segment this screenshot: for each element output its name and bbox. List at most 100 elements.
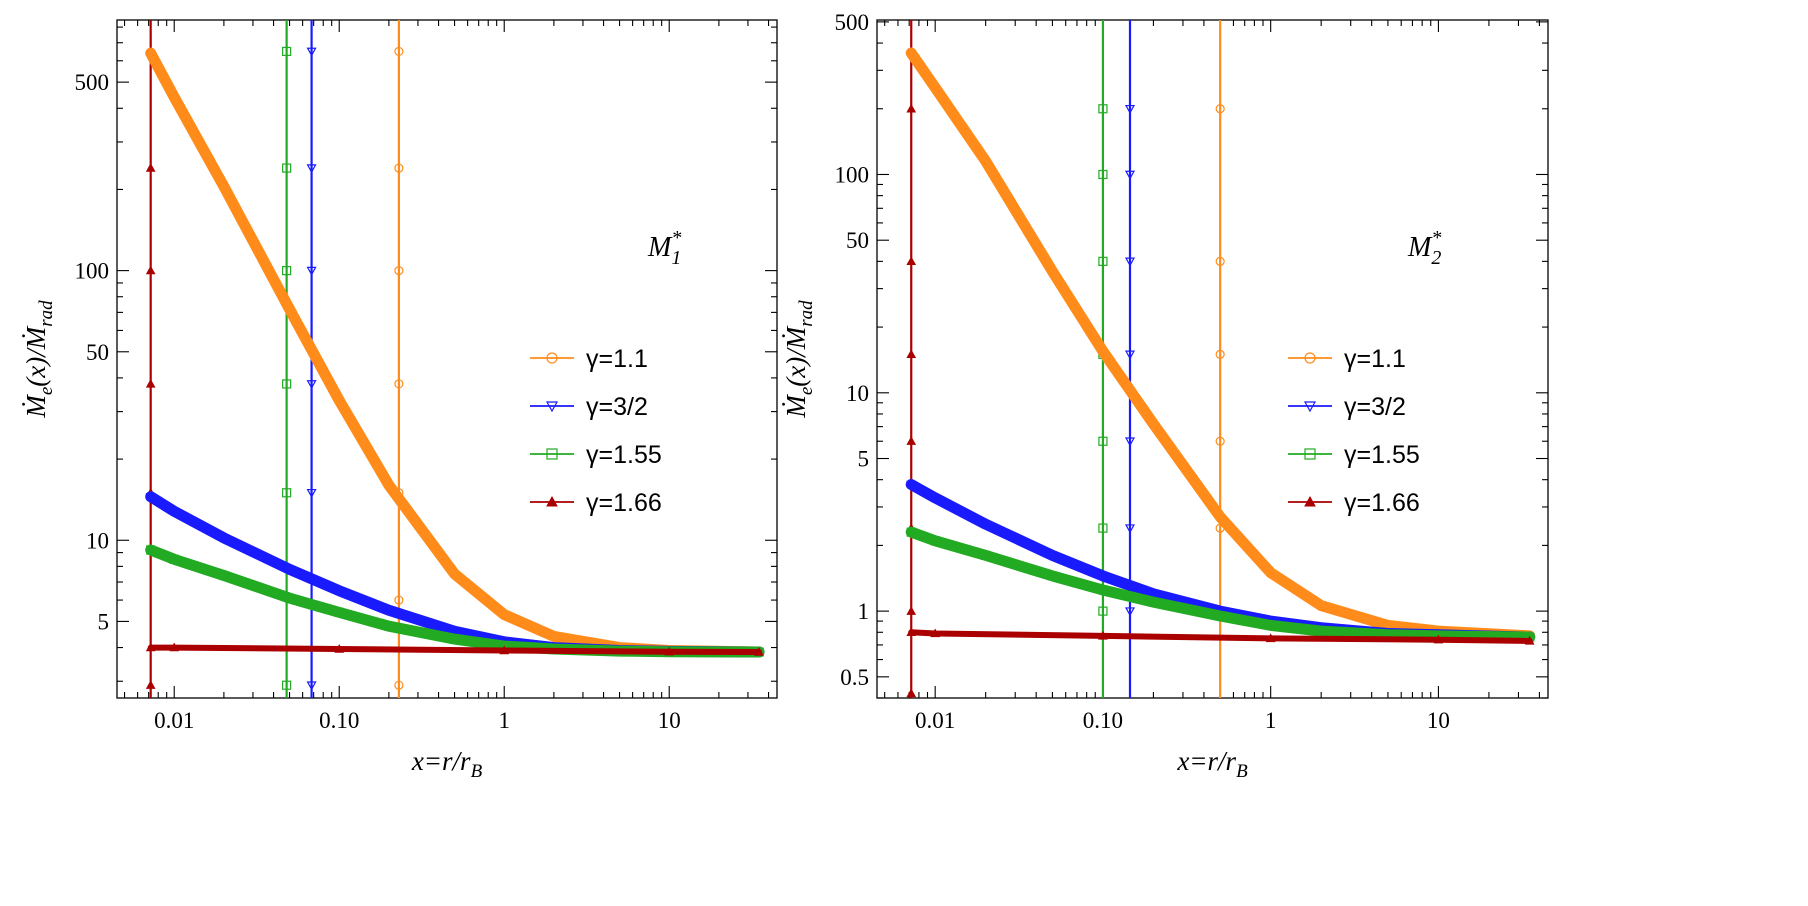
panel-annotation: M* 1 (647, 227, 681, 269)
y-tick-label: 500 (75, 70, 110, 95)
data-point-gamma_1_66 (1524, 635, 1535, 645)
y-axis-label-part: Ṁ (781, 394, 811, 419)
chart-panel-1: 0.01 0.10 1 1051050100500x=r/rBṀe(x)/ṀradM*… (21, 19, 778, 782)
vline-marker-gamma_1_55 (1098, 436, 1108, 446)
data-point-gamma_1_1 (384, 480, 394, 490)
data-point-gamma_1_66 (1265, 633, 1276, 643)
data-point-gamma_1_66 (169, 642, 180, 652)
vline-marker-gamma_1_1 (394, 595, 404, 605)
data-point-gamma_1_1 (449, 569, 460, 579)
data-point-gamma_1_55 (1047, 571, 1058, 581)
vline-marker-gamma_3_2 (306, 47, 317, 57)
y-axis-label-part: Ṁ (21, 394, 51, 419)
vline-marker-gamma_1_1 (394, 163, 404, 173)
series-line-gamma_1_1 (145, 47, 765, 658)
data-point-gamma_1_1 (334, 395, 344, 406)
data-point-gamma_1_55 (384, 621, 394, 631)
y-tick-label: 10 (86, 528, 109, 553)
y-axis-label-part: Ṁ (781, 325, 811, 350)
legend-marker-gamma_1_1 (546, 352, 558, 364)
legend-marker-gamma_1_66 (1304, 495, 1316, 507)
data-point-gamma_3_2 (1047, 551, 1058, 561)
data-point-gamma_3_2 (906, 480, 917, 490)
data-point-gamma_3_2 (218, 534, 229, 544)
series-line-gamma_1_66 (147, 644, 762, 655)
vline-marker-gamma_3_2 (1124, 170, 1136, 180)
vline-marker-gamma_1_66 (906, 103, 917, 113)
vline-marker-gamma_1_55 (282, 163, 292, 173)
data-point-gamma_3_2 (1148, 590, 1159, 600)
data-point-gamma_1_1 (499, 609, 509, 620)
y-axis-label: Ṁe(x)/Ṁrad (781, 300, 817, 419)
data-point-gamma_1_1 (1266, 568, 1276, 578)
vline-marker-gamma_1_66 (906, 688, 917, 698)
vline-marker-gamma_1_66 (906, 349, 917, 359)
data-point-gamma_1_55 (219, 570, 229, 581)
x-tick-label: 10 (1427, 708, 1450, 733)
vline-marker-gamma_1_1 (394, 379, 404, 389)
vline-marker-gamma_1_1 (1215, 436, 1225, 446)
vline-marker-gamma_3_2 (1124, 350, 1136, 360)
x-tick-label: 0.10 (319, 708, 359, 733)
y-tick-label: 50 (846, 228, 869, 253)
annotation-sup: * (1431, 227, 1441, 249)
vline-marker-gamma_1_66 (145, 378, 156, 388)
data-point-gamma_3_2 (145, 492, 156, 502)
y-tick-label: 500 (835, 10, 870, 35)
y-tick-label: 5 (98, 609, 110, 634)
vline-marker-gamma_1_55 (1098, 104, 1108, 114)
x-tick-label: 0.10 (1083, 708, 1123, 733)
data-point-gamma_1_1 (1148, 419, 1159, 429)
vline-marker-gamma_1_66 (145, 265, 156, 275)
x-axis-label-base: x=r/r (1176, 746, 1236, 776)
vline-marker-gamma_3_2 (1124, 607, 1136, 617)
data-point-gamma_1_55 (1316, 626, 1326, 636)
legend-marker-gamma_1_55 (546, 448, 558, 460)
annotation-base: M (647, 232, 673, 263)
vline-marker-gamma_1_1 (394, 680, 404, 690)
series-line-gamma_1_66 (908, 629, 1533, 644)
data-point-gamma_1_66 (664, 646, 675, 656)
data-point-gamma_1_55 (1266, 620, 1276, 631)
vline-marker-gamma_1_55 (282, 379, 292, 389)
series-line-gamma_1_1 (905, 47, 1536, 642)
plot-frame (876, 19, 1549, 699)
vline-marker-gamma_1_66 (906, 436, 917, 445)
data-point-gamma_1_1 (284, 304, 295, 314)
vline-marker-gamma_1_66 (145, 163, 156, 172)
vline-marker-gamma_1_1 (394, 46, 404, 57)
x-tick-label: 1 (1265, 708, 1277, 733)
vline-marker-gamma_3_2 (306, 164, 317, 174)
vline-marker-gamma_1_55 (1098, 606, 1108, 616)
data-point-gamma_1_66 (499, 645, 510, 655)
chart-panel-2: 0.01 0.10 1 100.5151050100500x=r/rBṀe(x)/Ṁr… (781, 10, 1549, 782)
data-point-gamma_1_55 (981, 550, 991, 560)
x-tick-label: 0.01 (915, 708, 955, 733)
vline-marker-gamma_1_1 (1215, 349, 1225, 359)
legend-label: γ=1.66 (1344, 489, 1420, 517)
annotation-sub: 2 (1431, 247, 1441, 269)
y-tick-label: 0.5 (840, 665, 869, 690)
data-point-gamma_1_55 (1098, 585, 1108, 595)
x-axis-label: x=r/rB (1176, 746, 1248, 782)
x-axis-label: x=r/rB (411, 746, 483, 782)
vline-marker-gamma_1_1 (394, 266, 404, 276)
vline-marker-gamma_1_66 (145, 680, 156, 689)
legend: γ=1.1 γ=3/2 γ=1.55 γ=1.66 (530, 345, 662, 517)
vline-marker-gamma_3_2 (1124, 437, 1136, 447)
data-point-gamma_3_2 (284, 565, 295, 575)
data-point-gamma_1_55 (284, 593, 295, 603)
data-point-gamma_3_2 (930, 494, 941, 504)
annotation-sup: * (671, 227, 681, 249)
legend-label: γ=3/2 (586, 393, 648, 421)
vline-marker-gamma_1_55 (282, 46, 292, 57)
data-point-gamma_3_2 (449, 627, 460, 637)
data-point-gamma_3_2 (334, 586, 345, 596)
series-line-gamma_1_55 (905, 526, 1536, 643)
data-point-gamma_1_1 (169, 92, 179, 102)
panel-annotation: M* 2 (1407, 227, 1441, 269)
vline-marker-gamma_3_2 (306, 266, 317, 276)
vline-marker-gamma_1_1 (1215, 104, 1225, 114)
legend-label: γ=1.66 (586, 489, 662, 517)
